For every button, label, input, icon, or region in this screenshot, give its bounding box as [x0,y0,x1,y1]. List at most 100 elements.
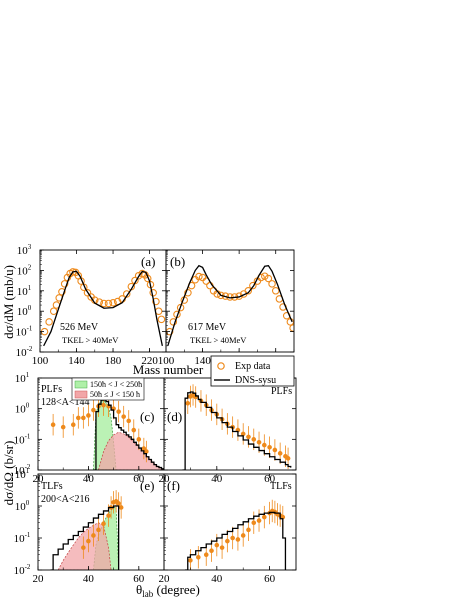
exp-point [184,289,192,297]
exp-point [230,535,235,541]
exp-point [101,521,106,526]
exp-point [136,437,142,442]
annotation-tkel-a: TKEL > 40MeV [62,335,119,345]
legend-spin: 150ħ < J < 250ħ 50ħ ≤ J < 150 ħ [71,377,145,401]
exp-point [104,299,113,308]
panel-label-c: (c) [140,409,154,424]
exp-point [217,291,225,300]
frame-f [163,473,297,571]
legend-exp-marker [217,362,225,370]
y-tick-exponent: 1 [26,371,30,379]
y-tick-exponent: 0 [28,304,32,312]
exp-point [81,415,86,421]
exp-point [195,272,203,281]
y-tick-exponent: 1 [28,284,32,292]
x-tick-label: 100 [158,355,175,367]
annotation-tlfs-e: TLFs [41,481,63,492]
exp-point [70,422,76,428]
exp-point [60,280,69,288]
legend-dns-label: DNS-sysu [235,375,276,386]
exp-point [60,424,66,430]
y-tick-label: 100 [17,304,32,318]
exp-point [116,409,121,414]
y-axis-title-top: dσ/dM (mb/u) [1,265,16,339]
exp-point [277,451,283,456]
legend-top: Exp data DNS-sysu [210,355,295,387]
annotation-range-e: 200<A<216 [41,494,90,505]
x-axis-title-unit: (degree) [153,582,200,597]
exp-point [116,501,121,506]
exp-point [86,413,91,418]
exp-point [188,558,193,563]
y-tick-label: 103 [17,243,32,257]
x-tick-label: 40 [211,573,223,585]
x-tick-label: 60 [264,573,276,585]
exp-point [285,456,291,461]
annotation-tkel-b: TKEL > 40MeV [190,335,247,345]
exp-point [121,414,126,419]
annotation-tlfs-f: TLFs [270,481,292,492]
annotation-plfs-c: PLFs [41,384,62,395]
exp-point [106,513,111,518]
legend-green-swatch [74,380,88,389]
exp-point [246,527,251,533]
panel-e: 20 40 60 1 0 -2 10-1 100 101 [14,467,165,585]
plot-area-b [166,264,294,347]
exp-point [271,287,280,295]
exp-point [240,533,246,538]
legend-spin-box [71,377,145,401]
y-tick-exponent: -2 [25,563,31,571]
y-tick-label: 100 [15,402,30,416]
panel-label-b: (b) [170,254,185,269]
plot-area-a [40,268,166,347]
exp-point [264,274,273,283]
exp-point [251,520,257,526]
exp-point [262,514,267,520]
y-tick-label: 10-1 [14,432,31,446]
x-tick-label: 220 [141,355,158,367]
exp-point [157,315,166,324]
exp-point [100,299,108,308]
exp-point [109,298,117,307]
y-tick-exponent: -1 [27,325,33,333]
legend-red-swatch [74,390,88,399]
y-tick-label: 101 [15,467,30,481]
exp-point [203,552,209,558]
exp-point [81,545,86,550]
panel-label-d: (d) [167,409,182,424]
y-tick-label: 101 [15,371,30,385]
y-tick-label: 100 [15,499,30,513]
exp-point [209,548,214,554]
x-tick-label: 60 [133,573,145,585]
exp-point [96,527,101,533]
theory-line-b [167,264,293,347]
y-tick-label: 10-1 [14,531,31,545]
y-tick-exponent: 1 [26,467,30,475]
x-tick-label: 100 [32,355,49,367]
exp-point [196,554,201,560]
exp-point [185,400,191,406]
y-tick-label: 102 [17,263,32,277]
x-tick-label: 40 [83,573,95,585]
y-tick-exponent: 3 [28,243,32,251]
x-tick-label: 20 [159,573,171,585]
y-tick-exponent: -2 [25,463,31,471]
exp-point [49,307,58,315]
exp-point [246,434,251,440]
exp-point [50,422,56,428]
annotation-range-c: 128<A<144 [41,397,90,408]
exp-point [45,318,53,326]
x-tick-label: 20 [33,573,45,585]
y-tick-exponent: 0 [26,499,30,507]
plot-area-c [50,394,164,470]
panel-label-f: (f) [167,478,180,493]
x-tick-label: 40 [211,473,223,485]
exp-point [131,427,137,433]
exp-point [289,324,294,332]
exp-point [262,442,267,448]
exp-point [122,290,131,298]
y-tick-label: 10-1 [16,325,33,339]
exp-point [169,318,178,326]
